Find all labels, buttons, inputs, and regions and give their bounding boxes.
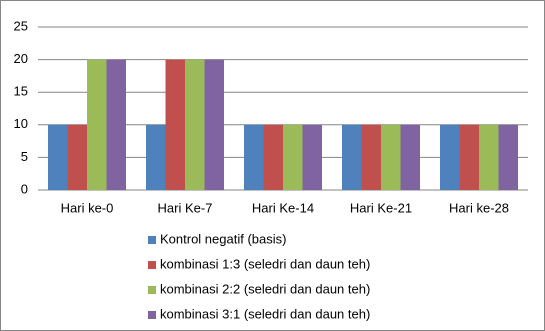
y-tick-label: 15 (14, 84, 28, 99)
bar (263, 124, 283, 190)
bar (146, 124, 166, 190)
bar (459, 124, 479, 190)
bar (67, 124, 87, 190)
bar (48, 124, 68, 190)
bar (185, 59, 205, 190)
legend-swatch (148, 311, 156, 319)
x-tick-label: Hari Ke-7 (158, 200, 213, 215)
y-tick-label: 10 (14, 116, 28, 131)
bar (165, 59, 185, 190)
y-tick-label: 20 (14, 51, 28, 66)
x-tick-label: Hari ke-28 (449, 200, 509, 215)
bar (361, 124, 381, 190)
y-tick-label: 0 (21, 181, 28, 196)
bar (204, 59, 224, 190)
bar (283, 124, 303, 190)
bar (342, 124, 362, 190)
bar (400, 124, 420, 190)
bar (87, 59, 107, 190)
bar (106, 59, 126, 190)
y-tick-label: 25 (14, 18, 28, 33)
legend-label: kombinasi 2:2 (seledri dan daun teh) (160, 281, 370, 296)
bar (381, 124, 401, 190)
x-tick-label: Hari ke-0 (61, 200, 114, 215)
legend-label: kombinasi 1:3 (seledri dan daun teh) (160, 256, 370, 271)
bar (498, 124, 518, 190)
y-tick-label: 5 (21, 149, 28, 164)
bar (479, 124, 499, 190)
legend-swatch (148, 286, 156, 294)
bar (440, 124, 460, 190)
bar (302, 124, 322, 190)
legend-swatch (148, 261, 156, 269)
legend-label: Kontrol negatif (basis) (160, 231, 286, 246)
x-tick-label: Hari Ke-14 (252, 200, 314, 215)
x-tick-label: Hari Ke-21 (350, 200, 412, 215)
legend-swatch (148, 236, 156, 244)
legend-label: kombinasi 3:1 (seledri dan daun teh) (160, 306, 370, 321)
bar (244, 124, 264, 190)
